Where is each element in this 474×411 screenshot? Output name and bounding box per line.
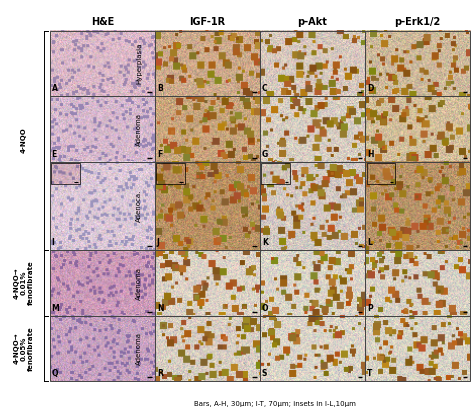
Text: Hyperplasia: Hyperplasia: [136, 43, 142, 84]
Text: D: D: [367, 84, 374, 93]
Text: H: H: [367, 150, 374, 159]
Text: 4-NQO→
0.05%
fenofibrate: 4-NQO→ 0.05% fenofibrate: [14, 326, 34, 371]
Text: Adenoca.: Adenoca.: [136, 190, 142, 222]
Text: Adenoma: Adenoma: [136, 113, 142, 145]
Text: Adenoma: Adenoma: [136, 267, 142, 300]
Text: M: M: [52, 304, 59, 313]
Text: H&E: H&E: [91, 17, 114, 27]
Text: J: J: [157, 238, 160, 247]
Text: S: S: [262, 369, 267, 378]
Text: N: N: [157, 304, 163, 313]
Text: K: K: [262, 238, 268, 247]
Text: T: T: [367, 369, 373, 378]
Text: G: G: [262, 150, 268, 159]
Text: IGF-1R: IGF-1R: [190, 17, 226, 27]
Text: Adenoma: Adenoma: [136, 332, 142, 365]
Text: B: B: [157, 84, 163, 93]
Text: L: L: [367, 238, 372, 247]
Text: R: R: [157, 369, 163, 378]
Text: p-Akt: p-Akt: [298, 17, 328, 27]
Text: A: A: [52, 84, 57, 93]
Text: 4-NQO→
0.01%
fenofibrate: 4-NQO→ 0.01% fenofibrate: [14, 261, 34, 305]
Text: Bars, A-H, 30μm; I-T, 70μm; insets in I-L,10μm: Bars, A-H, 30μm; I-T, 70μm; insets in I-…: [194, 401, 356, 407]
Text: F: F: [157, 150, 162, 159]
Text: I: I: [52, 238, 55, 247]
Text: Q: Q: [52, 369, 58, 378]
Text: P: P: [367, 304, 373, 313]
Text: E: E: [52, 150, 57, 159]
Text: p-Erk1/2: p-Erk1/2: [394, 17, 441, 27]
Text: O: O: [262, 304, 268, 313]
Text: C: C: [262, 84, 267, 93]
Text: 4-NQO: 4-NQO: [21, 128, 27, 153]
